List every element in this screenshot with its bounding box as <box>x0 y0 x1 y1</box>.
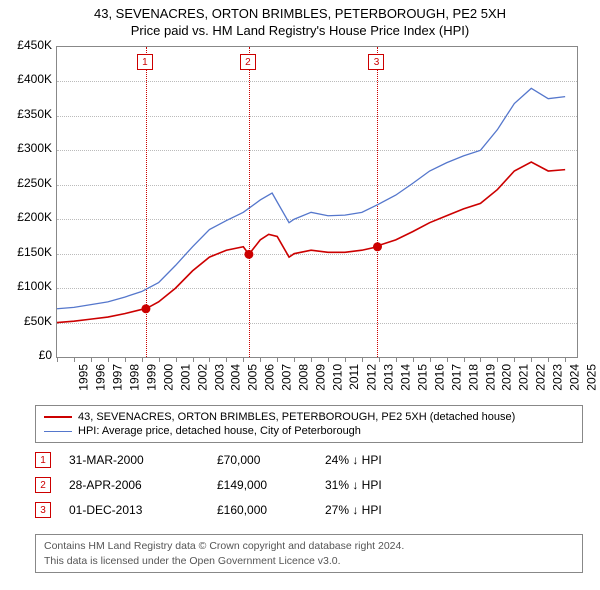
sale-point <box>373 242 382 251</box>
xtick-label: 2008 <box>297 364 311 391</box>
footer-line2: This data is licensed under the Open Gov… <box>44 554 574 569</box>
xtick-label: 2022 <box>534 364 548 391</box>
sale-point <box>244 250 253 259</box>
legend: 43, SEVENACRES, ORTON BRIMBLES, PETERBOR… <box>35 405 583 443</box>
xtick-label: 2020 <box>500 364 514 391</box>
sales-date: 01-DEC-2013 <box>69 503 199 517</box>
chart-subtitle: Price paid vs. HM Land Registry's House … <box>0 21 600 38</box>
series-hpi <box>57 88 565 308</box>
page: 43, SEVENACRES, ORTON BRIMBLES, PETERBOR… <box>0 0 600 590</box>
ytick-label: £0 <box>4 348 52 362</box>
ytick-label: £200K <box>4 210 52 224</box>
xtick-label: 2003 <box>212 364 226 391</box>
sales-date: 31-MAR-2000 <box>69 453 199 467</box>
xtick-label: 2012 <box>365 364 379 391</box>
xtick-label: 2002 <box>195 364 209 391</box>
ytick-label: £50K <box>4 314 52 328</box>
legend-swatch <box>44 416 72 418</box>
xtick-label: 2005 <box>246 364 260 391</box>
sales-diff: 31% ↓ HPI <box>325 478 415 492</box>
sales-date: 28-APR-2006 <box>69 478 199 492</box>
chart-marker-1: 1 <box>137 54 153 70</box>
xtick-label: 2019 <box>483 364 497 391</box>
legend-label: HPI: Average price, detached house, City… <box>78 425 361 437</box>
xtick-label: 2006 <box>263 364 277 391</box>
xtick-label: 2024 <box>568 364 582 391</box>
xtick-label: 2011 <box>347 364 361 390</box>
xtick-label: 2025 <box>585 364 599 391</box>
xtick-label: 1996 <box>94 364 108 391</box>
sales-marker-2: 2 <box>35 477 51 493</box>
ytick-label: £250K <box>4 176 52 190</box>
xtick-label: 1999 <box>144 364 158 391</box>
xtick-label: 2010 <box>331 364 345 391</box>
ytick-label: £350K <box>4 107 52 121</box>
xtick-label: 1995 <box>77 364 91 391</box>
legend-item: 43, SEVENACRES, ORTON BRIMBLES, PETERBOR… <box>44 410 574 424</box>
sales-marker-1: 1 <box>35 452 51 468</box>
sale-point <box>141 304 150 313</box>
xtick-label: 2000 <box>161 364 175 391</box>
sales-row: 3 01-DEC-2013 £160,000 27% ↓ HPI <box>35 502 415 518</box>
sales-price: £149,000 <box>217 478 307 492</box>
xtick-label: 2014 <box>399 364 413 391</box>
chart-plot-area <box>56 46 578 358</box>
series-property <box>57 162 565 323</box>
xtick-label: 1998 <box>128 364 142 391</box>
sales-price: £160,000 <box>217 503 307 517</box>
xtick-label: 2021 <box>517 364 531 391</box>
chart-marker-2: 2 <box>240 54 256 70</box>
ytick-label: £400K <box>4 72 52 86</box>
sales-diff: 24% ↓ HPI <box>325 453 415 467</box>
ytick-label: £150K <box>4 245 52 259</box>
xtick-label: 2016 <box>432 364 446 391</box>
xtick-label: 2017 <box>449 364 463 391</box>
footer-attribution: Contains HM Land Registry data © Crown c… <box>35 534 583 573</box>
sales-price: £70,000 <box>217 453 307 467</box>
ytick-label: £450K <box>4 38 52 52</box>
sales-diff: 27% ↓ HPI <box>325 503 415 517</box>
xtick-label: 2007 <box>280 364 294 391</box>
xtick-label: 2023 <box>551 364 565 391</box>
legend-label: 43, SEVENACRES, ORTON BRIMBLES, PETERBOR… <box>78 411 515 423</box>
xtick-label: 2009 <box>314 364 328 391</box>
xtick-label: 2004 <box>229 364 243 391</box>
chart-marker-3: 3 <box>368 54 384 70</box>
legend-item: HPI: Average price, detached house, City… <box>44 424 574 438</box>
chart-title: 43, SEVENACRES, ORTON BRIMBLES, PETERBOR… <box>0 0 600 21</box>
legend-swatch <box>44 431 72 432</box>
xtick-label: 1997 <box>111 364 125 391</box>
sales-row: 1 31-MAR-2000 £70,000 24% ↓ HPI <box>35 452 415 468</box>
xtick-label: 2018 <box>466 364 480 391</box>
sales-row: 2 28-APR-2006 £149,000 31% ↓ HPI <box>35 477 415 493</box>
footer-line1: Contains HM Land Registry data © Crown c… <box>44 539 574 554</box>
ytick-label: £300K <box>4 141 52 155</box>
sales-marker-3: 3 <box>35 502 51 518</box>
xtick-label: 2015 <box>415 364 429 391</box>
xtick-label: 2001 <box>178 364 192 391</box>
xtick-label: 2013 <box>382 364 396 391</box>
ytick-label: £100K <box>4 279 52 293</box>
